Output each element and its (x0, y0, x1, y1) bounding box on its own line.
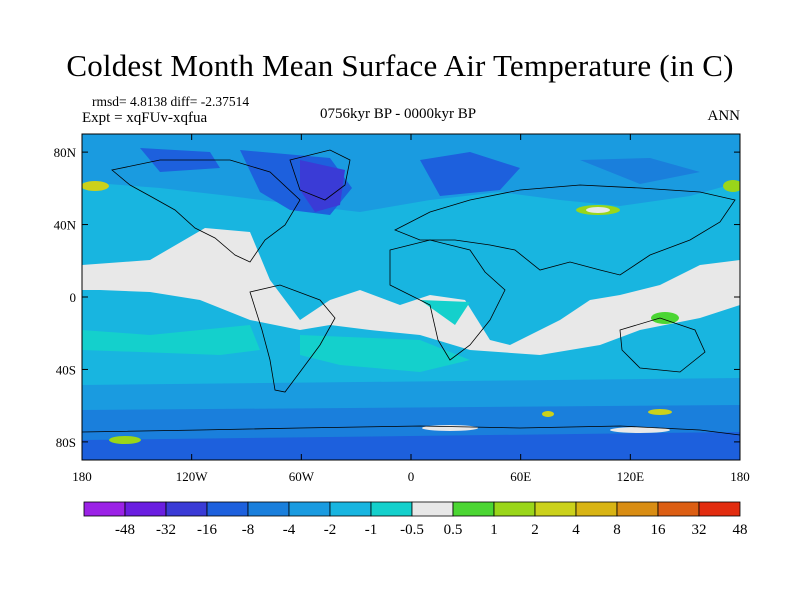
colorbar-label: -4 (283, 522, 296, 538)
colorbar-swatch (206, 501, 249, 517)
colorbar-swatch (124, 501, 167, 517)
colorbar-swatch (452, 501, 495, 517)
colorbar-swatch (534, 501, 577, 517)
colorbar-swatch (83, 501, 126, 517)
colorbar-label: -48 (115, 522, 135, 538)
chart-title: Coldest Month Mean Surface Air Temperatu… (66, 48, 734, 83)
colorbar-swatch (247, 501, 290, 517)
temperature-field (82, 134, 740, 460)
colorbar: -48 -32 -16 -8 -4 -2 -1 -0.5 0.5 1 2 4 8 16 32 48 (83, 501, 748, 538)
period-line: 0756kyr BP - 0000kyr BP (320, 106, 477, 122)
stats-line: rmsd= 4.8138 diff= -2.37514 (92, 94, 250, 109)
colorbar-swatch (493, 501, 536, 517)
colorbar-swatch (657, 501, 700, 517)
colorbar-swatch (616, 501, 659, 517)
y-tick-label: 0 (70, 290, 77, 305)
y-tick-label: 80S (56, 435, 76, 450)
x-tick-label: 120W (176, 469, 209, 484)
colorbar-label: -0.5 (400, 522, 424, 538)
colorbar-label: -8 (242, 522, 255, 538)
y-tick-label: 80N (54, 145, 77, 160)
x-tick-label: 120E (617, 469, 645, 484)
colorbar-swatch (575, 501, 618, 517)
colorbar-swatch (329, 501, 372, 517)
colorbar-swatch (165, 501, 208, 517)
colorbar-label: -32 (156, 522, 176, 538)
coastlines (82, 149, 740, 436)
colorbar-label: 2 (531, 522, 539, 538)
colorbar-label: -1 (365, 522, 378, 538)
colorbar-label: 4 (572, 522, 580, 538)
x-tick-label: 180 (72, 469, 92, 484)
x-tick-label: 180 (730, 469, 750, 484)
y-tick-label: 40N (54, 218, 77, 233)
colorbar-label: -16 (197, 522, 217, 538)
axes: 180 120W 60W 0 60E 120E 180 80N 40N 0 40S 80S (54, 134, 750, 484)
colorbar-swatch (411, 501, 454, 517)
colorbar-swatch (370, 501, 413, 517)
x-tick-label: 60E (510, 469, 531, 484)
colorbar-label: 48 (733, 522, 748, 538)
colorbar-swatch (698, 501, 741, 517)
colorbar-label: 8 (613, 522, 621, 538)
colorbar-label: 0.5 (444, 522, 463, 538)
season-label: ANN (707, 108, 741, 124)
colorbar-label: 16 (651, 522, 667, 538)
x-tick-label: 60W (289, 469, 315, 484)
colorbar-label: -2 (324, 522, 337, 538)
colorbar-label: 1 (490, 522, 498, 538)
colorbar-label: 32 (692, 522, 707, 538)
colorbar-swatch (288, 501, 331, 517)
y-tick-label: 40S (56, 362, 76, 377)
experiment-line: Expt = xqFUv-xqfua (82, 110, 208, 126)
x-tick-label: 0 (408, 469, 415, 484)
